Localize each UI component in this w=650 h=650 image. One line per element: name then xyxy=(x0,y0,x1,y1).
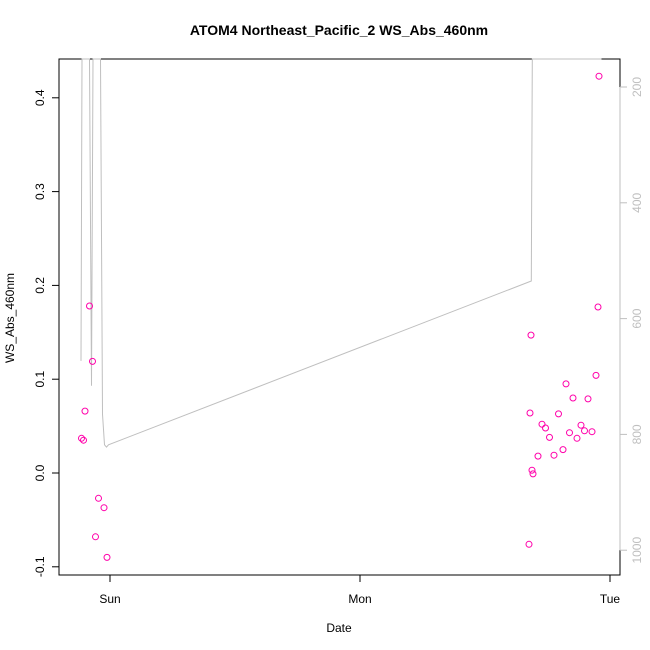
data-point xyxy=(592,371,600,379)
data-point xyxy=(529,470,537,478)
y2-tick-label: 200 xyxy=(630,77,644,97)
x-axis: Sun Mon Tue xyxy=(99,574,621,606)
data-point xyxy=(538,420,546,428)
y2-tick-label: 600 xyxy=(630,308,644,328)
data-point xyxy=(95,494,102,502)
data-point xyxy=(528,466,536,474)
data-point xyxy=(573,434,581,442)
data-point xyxy=(542,424,549,432)
data-point xyxy=(562,380,570,388)
depth-series-line xyxy=(80,58,602,448)
data-point xyxy=(594,303,602,311)
y-tick-label: 0.3 xyxy=(33,183,47,200)
data-point xyxy=(86,302,93,310)
y-tick-label: -0.1 xyxy=(33,556,47,577)
y2-tick-label: 400 xyxy=(630,192,644,212)
data-point xyxy=(566,429,573,437)
data-point xyxy=(546,433,553,441)
data-point xyxy=(584,395,592,403)
y2-tick-label: 1000 xyxy=(630,537,644,564)
data-point xyxy=(588,428,596,436)
data-point-layer xyxy=(78,72,603,561)
data-point xyxy=(80,436,87,444)
data-point xyxy=(555,410,562,418)
depth-line-layer xyxy=(80,58,602,448)
y-axis-label: WS_Abs_460nm xyxy=(3,273,17,363)
x-tick-label: Tue xyxy=(600,592,621,606)
data-point xyxy=(569,394,577,402)
data-point xyxy=(577,421,585,429)
data-point xyxy=(100,504,108,512)
data-point xyxy=(550,451,558,459)
data-point xyxy=(595,72,603,80)
data-point xyxy=(78,434,85,442)
data-point xyxy=(89,357,96,365)
data-point xyxy=(534,452,542,460)
chart-title: ATOM4 Northeast_Pacific_2 WS_Abs_460nm xyxy=(190,22,488,38)
data-point xyxy=(526,409,534,417)
y-tick-label: 0.4 xyxy=(33,89,47,106)
data-point xyxy=(559,446,567,454)
y-tick-label: 0.1 xyxy=(33,371,47,388)
x-tick-label: Mon xyxy=(348,592,371,606)
y-axis-left: -0.1 0.0 0.1 0.2 0.3 0.4 xyxy=(33,89,60,577)
x-tick-label: Sun xyxy=(99,592,120,606)
x-axis-label: Date xyxy=(326,621,352,635)
plot-box xyxy=(58,58,621,576)
y2-tick-label: 800 xyxy=(630,424,644,444)
y-axis-right: 200 400 600 800 1000 xyxy=(619,77,644,564)
y-tick-label: 0.0 xyxy=(33,464,47,481)
data-point xyxy=(103,553,111,561)
data-point xyxy=(92,533,99,541)
data-point xyxy=(525,540,533,548)
data-point xyxy=(581,427,588,435)
data-point xyxy=(81,407,89,415)
data-point xyxy=(527,331,535,339)
y-tick-label: 0.2 xyxy=(33,277,47,294)
